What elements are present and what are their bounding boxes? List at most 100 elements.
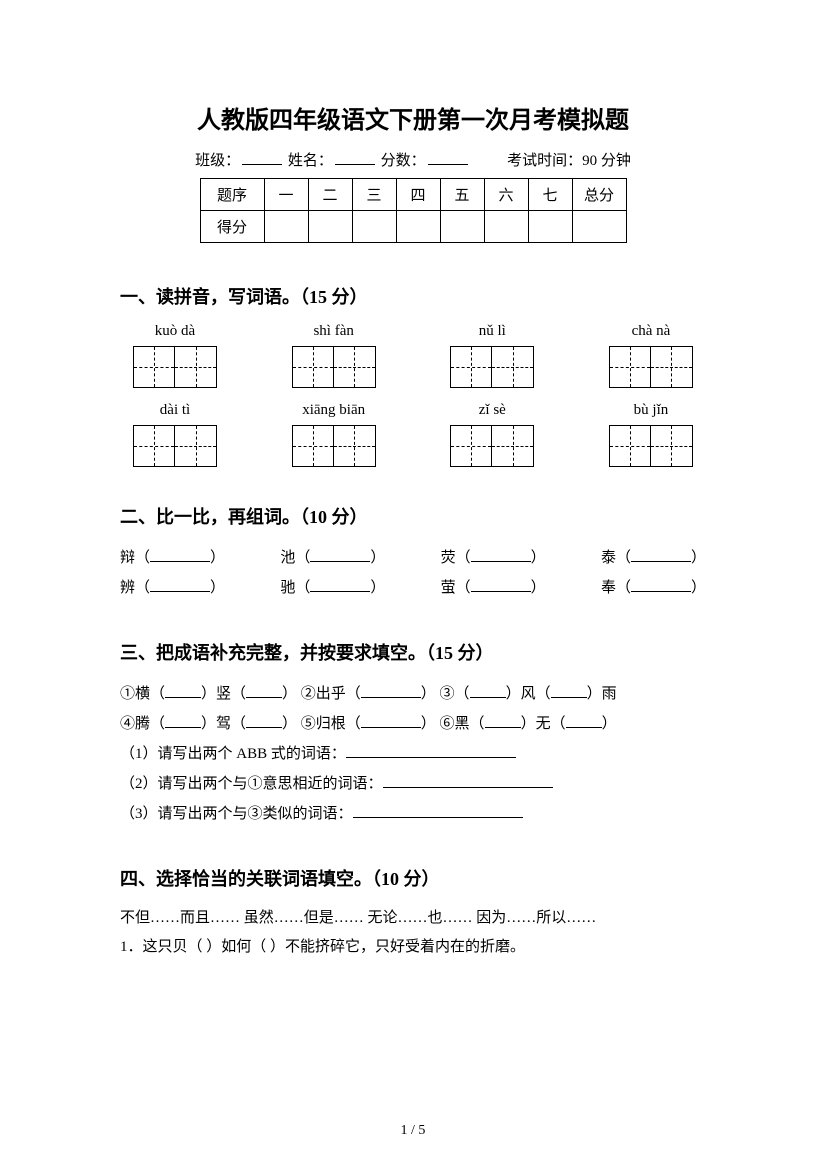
info-line: 班级： 姓名： 分数： 考试时间：90 分钟 (120, 149, 706, 170)
blank[interactable] (470, 697, 506, 698)
pinyin-label: bù jǐn (596, 402, 706, 419)
score-label: 分数： (381, 153, 426, 169)
blank[interactable] (631, 561, 691, 562)
blank[interactable] (353, 817, 523, 818)
pinyin-label: shì fàn (279, 323, 389, 340)
pinyin-label: zǐ sè (437, 402, 547, 419)
section-2: 二、比一比，再组词。（10 分） 辩（） 池（） 荧（） 泰（） 辨（） 驰（）… (120, 503, 706, 603)
char-box[interactable] (450, 346, 492, 388)
section-4: 四、选择恰当的关联词语填空。（10 分） 不但……而且…… 虽然……但是…… 无… (120, 865, 706, 962)
blank[interactable] (383, 787, 553, 788)
pinyin-item: shì fàn (279, 323, 389, 388)
char-box[interactable] (609, 346, 651, 388)
score-cell[interactable] (396, 211, 440, 243)
char-box[interactable] (651, 346, 693, 388)
blank[interactable] (150, 561, 210, 562)
blank[interactable] (150, 591, 210, 592)
char-box[interactable] (133, 346, 175, 388)
name-blank[interactable] (335, 164, 375, 165)
pinyin-label: xiāng biān (279, 402, 389, 419)
blank[interactable] (631, 591, 691, 592)
score-cell[interactable] (264, 211, 308, 243)
blank[interactable] (471, 591, 531, 592)
char: 奉 (601, 580, 616, 596)
pinyin-item: xiāng biān (279, 402, 389, 467)
blank[interactable] (246, 697, 282, 698)
time-label: 考试时间：90 分钟 (507, 153, 631, 169)
pinyin-item: chà nà (596, 323, 706, 388)
char-box[interactable] (651, 425, 693, 467)
s3-sub2: （2）请写出两个与①意思相近的词语： (120, 769, 706, 799)
char-box[interactable] (175, 425, 217, 467)
score-cell[interactable] (308, 211, 352, 243)
char: 辨 (120, 580, 135, 596)
blank[interactable] (165, 727, 201, 728)
score-cell[interactable] (484, 211, 528, 243)
col-7: 七 (528, 179, 572, 211)
blank[interactable] (165, 697, 201, 698)
s3-line1: ①横（）竖（） ②出乎（） ③（）风（）雨 (120, 679, 706, 709)
pinyin-label: nǔ lì (437, 323, 547, 340)
class-blank[interactable] (242, 164, 282, 165)
blank[interactable] (246, 727, 282, 728)
s3-line2: ④腾（）驾（） ⑤归根（） ⑥黑（）无（） (120, 709, 706, 739)
page-number: 1 / 5 (0, 1123, 826, 1139)
blank[interactable] (471, 561, 531, 562)
section-1: 一、读拼音，写词语。（15 分） kuò dà shì fàn nǔ lì ch… (120, 283, 706, 467)
char: 驰 (280, 580, 295, 596)
score-cell[interactable] (572, 211, 626, 243)
s3-heading: 三、把成语补充完整，并按要求填空。（15 分） (120, 639, 706, 665)
score-table: 题序 一 二 三 四 五 六 七 总分 得分 (200, 178, 627, 243)
name-label: 姓名： (288, 153, 333, 169)
s4-q1: 1．这只贝（ ）如何（ ）不能挤碎它，只好受着内在的折磨。 (120, 932, 706, 962)
pinyin-item: bù jǐn (596, 402, 706, 467)
blank[interactable] (310, 561, 370, 562)
s2-heading: 二、比一比，再组词。（10 分） (120, 503, 706, 529)
char-box[interactable] (334, 346, 376, 388)
char-box[interactable] (334, 425, 376, 467)
col-4: 四 (396, 179, 440, 211)
pinyin-row-1: kuò dà shì fàn nǔ lì chà nà (120, 323, 706, 388)
char-box[interactable] (450, 425, 492, 467)
char-box[interactable] (133, 425, 175, 467)
char-box[interactable] (492, 425, 534, 467)
score-header-row1: 题序 (200, 179, 264, 211)
pinyin-label: dài tì (120, 402, 230, 419)
char-box[interactable] (175, 346, 217, 388)
char: 辩 (120, 550, 135, 566)
pinyin-item: dài tì (120, 402, 230, 467)
score-cell[interactable] (528, 211, 572, 243)
char-box[interactable] (292, 346, 334, 388)
pinyin-label: kuò dà (120, 323, 230, 340)
col-2: 二 (308, 179, 352, 211)
pinyin-item: zǐ sè (437, 402, 547, 467)
char-box[interactable] (292, 425, 334, 467)
score-cell[interactable] (440, 211, 484, 243)
char-box[interactable] (492, 346, 534, 388)
s3-sub3: （3）请写出两个与③类似的词语： (120, 799, 706, 829)
col-total: 总分 (572, 179, 626, 211)
score-cell[interactable] (352, 211, 396, 243)
char-box[interactable] (609, 425, 651, 467)
section-3: 三、把成语补充完整，并按要求填空。（15 分） ①横（）竖（） ②出乎（） ③（… (120, 639, 706, 829)
blank[interactable] (310, 591, 370, 592)
score-blank[interactable] (428, 164, 468, 165)
blank[interactable] (361, 697, 421, 698)
s3-sub1: （1）请写出两个 ABB 式的词语： (120, 739, 706, 769)
col-1: 一 (264, 179, 308, 211)
col-3: 三 (352, 179, 396, 211)
blank[interactable] (485, 727, 521, 728)
pinyin-item: kuò dà (120, 323, 230, 388)
score-header-row2: 得分 (200, 211, 264, 243)
char: 池 (280, 550, 295, 566)
col-5: 五 (440, 179, 484, 211)
blank[interactable] (346, 757, 516, 758)
compare-line-1: 辩（） 池（） 荧（） 泰（） (120, 543, 706, 573)
blank[interactable] (361, 727, 421, 728)
blank[interactable] (551, 697, 587, 698)
compare-line-2: 辨（） 驰（） 萤（） 奉（） (120, 573, 706, 603)
pinyin-row-2: dài tì xiāng biān zǐ sè bù jǐn (120, 402, 706, 467)
s4-heading: 四、选择恰当的关联词语填空。（10 分） (120, 865, 706, 891)
pinyin-item: nǔ lì (437, 323, 547, 388)
blank[interactable] (566, 727, 602, 728)
